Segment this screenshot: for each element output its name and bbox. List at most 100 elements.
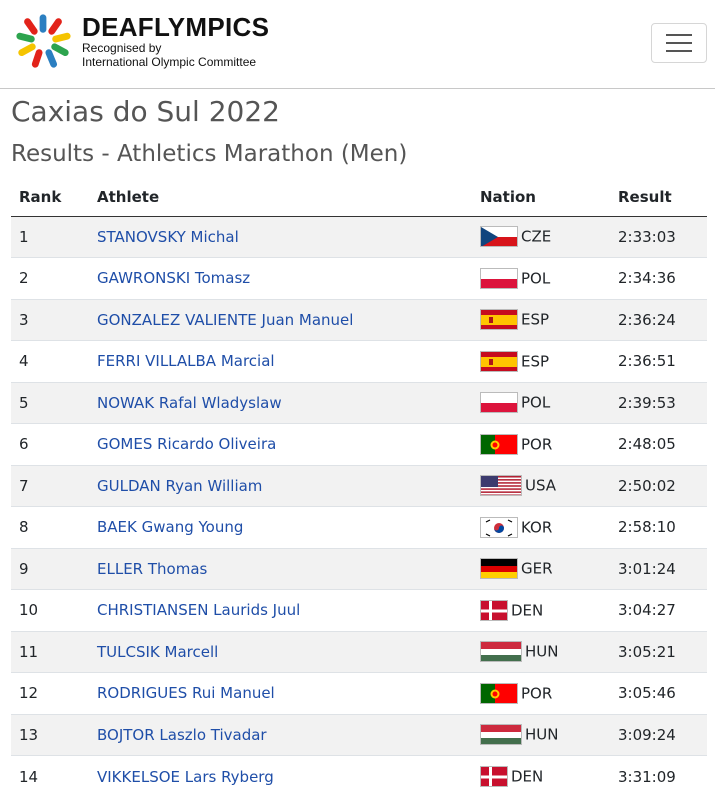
hun-flag-icon — [480, 724, 522, 746]
athlete-link[interactable]: BAEK Gwang Young — [97, 518, 244, 537]
athlete-link[interactable]: STANOVSKY Michal — [97, 227, 239, 246]
rank-cell: 14 — [11, 755, 89, 797]
athlete-link[interactable]: TULCSIK Marcell — [97, 642, 219, 661]
athlete-cell: NOWAK Rafal Wladyslaw — [89, 381, 472, 424]
nation-code: GER — [521, 559, 553, 578]
nation-cell: CZE — [472, 215, 610, 258]
table-row: 1 STANOVSKY Michal CZE 2:33:03 — [11, 215, 707, 258]
nation-cell: DEN — [472, 755, 610, 797]
nation-cell: USA — [472, 464, 610, 507]
esp-flag-icon — [480, 309, 518, 331]
usa-flag-icon — [480, 475, 522, 497]
ger-flag-icon — [480, 558, 518, 580]
results-table: Rank Athlete Nation Result 1 STANOVSKY M… — [11, 178, 707, 797]
esp-flag-icon — [480, 350, 518, 372]
result-cell: 2:50:02 — [610, 464, 707, 507]
athlete-cell: BOJTOR Laszlo Tivadar — [89, 713, 472, 756]
table-row: 11 TULCSIK Marcell HUN 3:05:21 — [11, 630, 707, 673]
rank-cell: 11 — [11, 630, 89, 673]
athlete-link[interactable]: BOJTOR Laszlo Tivadar — [97, 725, 267, 744]
athlete-cell: GAWRONSKI Tomasz — [89, 257, 472, 299]
nation-code: ESP — [521, 352, 550, 371]
rank-cell: 6 — [11, 423, 89, 465]
nation-cell: HUN — [472, 630, 610, 673]
rank-cell: 2 — [11, 257, 89, 299]
brand-name: DEAFLYMPICS — [82, 12, 270, 42]
nation-cell: POR — [472, 672, 610, 714]
table-row: 3 GONZALEZ VALIENTE Juan Manuel ESP 2:36… — [11, 298, 707, 341]
athlete-link[interactable]: GOMES Ricardo Oliveira — [97, 435, 277, 454]
table-row: 2 GAWRONSKI Tomasz POL 2:34:36 — [11, 257, 707, 299]
athlete-link[interactable]: RODRIGUES Rui Manuel — [97, 684, 275, 703]
athlete-cell: BAEK Gwang Young — [89, 506, 472, 548]
athlete-link[interactable]: VIKKELSOE Lars Ryberg — [97, 767, 274, 786]
athlete-cell: RODRIGUES Rui Manuel — [89, 672, 472, 714]
result-cell: 3:31:09 — [610, 755, 707, 797]
nation-code: HUN — [525, 642, 559, 661]
athlete-link[interactable]: CHRISTIANSEN Laurids Juul — [97, 601, 301, 620]
event-title: Caxias do Sul 2022 — [11, 95, 280, 128]
athlete-link[interactable]: GONZALEZ VALIENTE Juan Manuel — [97, 310, 354, 329]
rank-cell: 5 — [11, 381, 89, 424]
menu-toggle-button[interactable] — [651, 23, 707, 63]
table-row: 9 ELLER Thomas GER 3:01:24 — [11, 547, 707, 590]
athlete-link[interactable]: GAWRONSKI Tomasz — [97, 269, 251, 288]
column-header-rank: Rank — [11, 178, 89, 217]
athlete-link[interactable]: FERRI VILLALBA Marcial — [97, 352, 275, 371]
hamburger-icon — [666, 34, 692, 36]
kor-flag-icon — [480, 516, 518, 538]
result-cell: 3:01:24 — [610, 547, 707, 590]
nation-code: ESP — [521, 310, 550, 329]
nation-code: DEN — [511, 767, 544, 786]
brand-subtitle-line2: International Olympic Committee — [82, 55, 257, 69]
rank-cell: 7 — [11, 464, 89, 507]
column-header-result: Result — [610, 178, 707, 217]
result-cell: 2:36:51 — [610, 340, 707, 382]
table-row: 10 CHRISTIANSEN Laurids Juul DEN 3:04:27 — [11, 589, 707, 631]
result-cell: 3:04:27 — [610, 589, 707, 631]
nation-cell: POL — [472, 381, 610, 424]
athlete-cell: VIKKELSOE Lars Ryberg — [89, 755, 472, 797]
rank-cell: 10 — [11, 589, 89, 631]
athlete-cell: FERRI VILLALBA Marcial — [89, 340, 472, 382]
brand-link[interactable]: DEAFLYMPICS Recognised by International … — [12, 10, 269, 72]
results-table-body: 1 STANOVSKY Michal CZE 2:33:03 2 GAWRONS… — [11, 215, 707, 797]
column-header-nation: Nation — [472, 178, 610, 217]
athlete-link[interactable]: ELLER Thomas — [97, 559, 208, 578]
brand-text: DEAFLYMPICS Recognised by International … — [82, 13, 269, 69]
hamburger-icon-line — [666, 42, 692, 44]
result-cell: 2:39:53 — [610, 381, 707, 424]
pol-flag-icon — [480, 392, 518, 414]
athlete-link[interactable]: GULDAN Ryan William — [97, 476, 263, 495]
nation-cell: POR — [472, 423, 610, 465]
result-cell: 2:33:03 — [610, 215, 707, 258]
result-cell: 2:34:36 — [610, 257, 707, 299]
table-row: 12 RODRIGUES Rui Manuel POR 3:05:46 — [11, 672, 707, 714]
table-row: 14 VIKKELSOE Lars Ryberg DEN 3:31:09 — [11, 755, 707, 797]
por-flag-icon — [480, 433, 518, 455]
den-flag-icon — [480, 599, 508, 621]
deaflympics-logo-icon — [16, 14, 71, 68]
nation-cell: KOR — [472, 506, 610, 548]
nation-cell: ESP — [472, 298, 610, 341]
table-row: 5 NOWAK Rafal Wladyslaw POL 2:39:53 — [11, 381, 707, 424]
athlete-cell: GONZALEZ VALIENTE Juan Manuel — [89, 298, 472, 341]
table-row: 6 GOMES Ricardo Oliveira POR 2:48:05 — [11, 423, 707, 465]
nation-code: POR — [521, 684, 553, 703]
athlete-link[interactable]: NOWAK Rafal Wladyslaw — [97, 393, 282, 412]
nation-cell: GER — [472, 547, 610, 590]
athlete-cell: ELLER Thomas — [89, 547, 472, 590]
den-flag-icon — [480, 766, 508, 787]
athlete-cell: GOMES Ricardo Oliveira — [89, 423, 472, 465]
rank-cell: 13 — [11, 713, 89, 756]
rank-cell: 8 — [11, 506, 89, 548]
top-navbar: DEAFLYMPICS Recognised by International … — [0, 0, 715, 89]
rank-cell: 3 — [11, 298, 89, 341]
por-flag-icon — [480, 682, 518, 704]
result-cell: 3:05:21 — [610, 630, 707, 673]
nation-cell: POL — [472, 257, 610, 299]
result-cell: 2:48:05 — [610, 423, 707, 465]
athlete-cell: CHRISTIANSEN Laurids Juul — [89, 589, 472, 631]
table-row: 4 FERRI VILLALBA Marcial ESP 2:36:51 — [11, 340, 707, 382]
pol-flag-icon — [480, 267, 518, 289]
